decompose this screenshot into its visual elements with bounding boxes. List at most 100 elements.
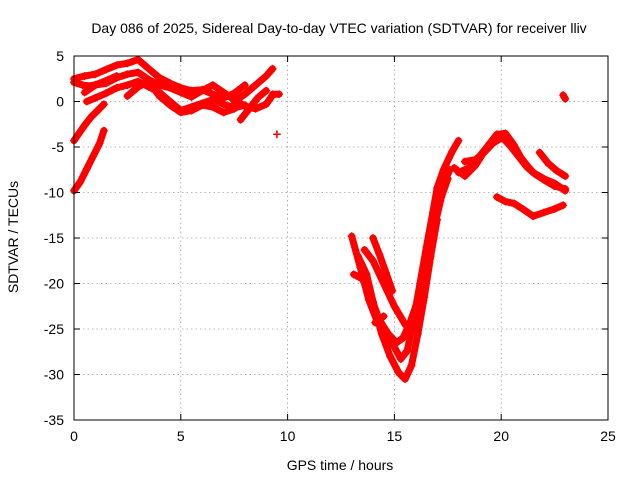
data-point-marker <box>146 66 155 75</box>
data-point-marker <box>187 92 196 101</box>
data-point-marker <box>488 139 497 148</box>
data-point-marker <box>454 168 463 177</box>
data-point-marker <box>240 90 249 99</box>
chart-title: Day 086 of 2025, Sidereal Day-to-day VTE… <box>91 20 586 36</box>
data-point-marker <box>240 81 249 90</box>
data-point-marker <box>99 126 108 135</box>
data-series-group <box>70 55 570 384</box>
y-tick-label: -10 <box>44 185 64 201</box>
data-point-marker <box>561 186 570 195</box>
data-point-marker <box>74 130 83 139</box>
data-point-marker <box>155 81 164 90</box>
data-point-marker <box>381 268 390 277</box>
data-point-marker <box>401 375 410 384</box>
data-series-23 <box>559 91 570 103</box>
data-point-marker <box>104 75 113 84</box>
chart-grid <box>74 56 608 420</box>
data-point-marker <box>535 148 544 157</box>
data-point-marker <box>501 129 510 138</box>
data-point-marker <box>219 108 228 117</box>
data-point-marker <box>253 93 262 102</box>
y-tick-label: -5 <box>52 139 65 155</box>
data-point-marker <box>155 73 164 82</box>
data-point-marker <box>268 64 277 73</box>
x-axis-ticks: 0 5 10 15 20 25 <box>70 56 616 444</box>
data-point-marker <box>123 81 132 90</box>
data-point-marker <box>360 245 369 254</box>
data-point-marker <box>460 172 469 181</box>
data-point-marker <box>550 204 559 213</box>
data-point-marker <box>123 59 132 68</box>
data-point-marker <box>561 172 570 181</box>
data-point-marker <box>371 318 380 327</box>
data-point-marker <box>561 94 570 103</box>
data-point-marker <box>386 352 395 361</box>
data-point-marker <box>369 256 378 265</box>
data-point-marker <box>262 72 271 81</box>
data-point-marker <box>155 92 164 101</box>
data-series-11 <box>272 130 281 139</box>
data-point-marker <box>379 312 388 321</box>
data-point-marker <box>550 179 559 188</box>
data-point-marker <box>539 208 548 217</box>
y-tick-label: -25 <box>44 321 64 337</box>
data-point-marker <box>403 346 412 355</box>
data-point-marker <box>448 147 457 156</box>
data-point-marker <box>144 77 153 86</box>
data-point-marker <box>394 368 403 377</box>
data-point-marker <box>492 130 501 139</box>
data-point-marker <box>390 302 399 311</box>
data-point-marker <box>134 55 143 64</box>
data-series-14 <box>354 215 442 384</box>
data-point-marker <box>413 329 422 338</box>
data-point-marker <box>377 329 386 338</box>
data-point-marker <box>166 83 175 92</box>
data-series-16 <box>369 234 397 295</box>
data-series-22 <box>535 148 570 181</box>
data-point-marker <box>418 274 427 283</box>
data-series-10 <box>70 126 108 195</box>
y-tick-label: 0 <box>56 94 64 110</box>
data-point-marker <box>465 163 474 172</box>
data-point-marker <box>208 81 217 90</box>
series-trace <box>461 134 531 169</box>
series-trace <box>237 87 270 124</box>
data-point-marker <box>492 193 501 202</box>
data-point-marker <box>529 168 538 177</box>
data-point-marker <box>383 329 392 338</box>
data-point-marker <box>80 121 89 130</box>
data-point-marker <box>236 115 245 124</box>
data-point-marker <box>401 320 410 329</box>
data-point-marker <box>559 201 568 210</box>
data-point-marker <box>362 270 371 279</box>
data-point-marker <box>82 164 91 173</box>
data-point-marker <box>219 100 228 109</box>
series-trace <box>369 234 396 295</box>
y-axis-ticks: 5 0 -5 -10 -15 -20 -25 -30 -35 <box>44 48 608 428</box>
data-point-marker <box>76 177 85 186</box>
data-point-marker <box>80 88 89 97</box>
x-tick-label: 10 <box>280 428 296 444</box>
data-point-marker <box>354 252 363 261</box>
data-point-marker <box>497 133 506 142</box>
y-axis-label: SDTVAR / TECUs <box>5 181 21 293</box>
data-point-marker <box>396 355 405 364</box>
y-tick-label: -15 <box>44 230 64 246</box>
data-point-marker <box>95 139 104 148</box>
data-point-marker <box>99 100 108 109</box>
data-point-marker <box>236 100 245 109</box>
y-tick-label: 5 <box>56 48 64 64</box>
data-point-marker <box>460 157 469 166</box>
data-point-marker <box>251 81 260 90</box>
data-point-marker <box>89 152 98 161</box>
data-point-marker <box>407 361 416 370</box>
data-point-marker <box>91 93 100 102</box>
series-trace <box>361 166 454 335</box>
series-trace <box>371 312 388 327</box>
data-point-marker <box>454 136 463 145</box>
data-point-marker <box>552 166 561 175</box>
data-point-marker <box>505 138 514 147</box>
data-point-marker <box>134 82 143 91</box>
data-point-marker <box>514 150 523 159</box>
